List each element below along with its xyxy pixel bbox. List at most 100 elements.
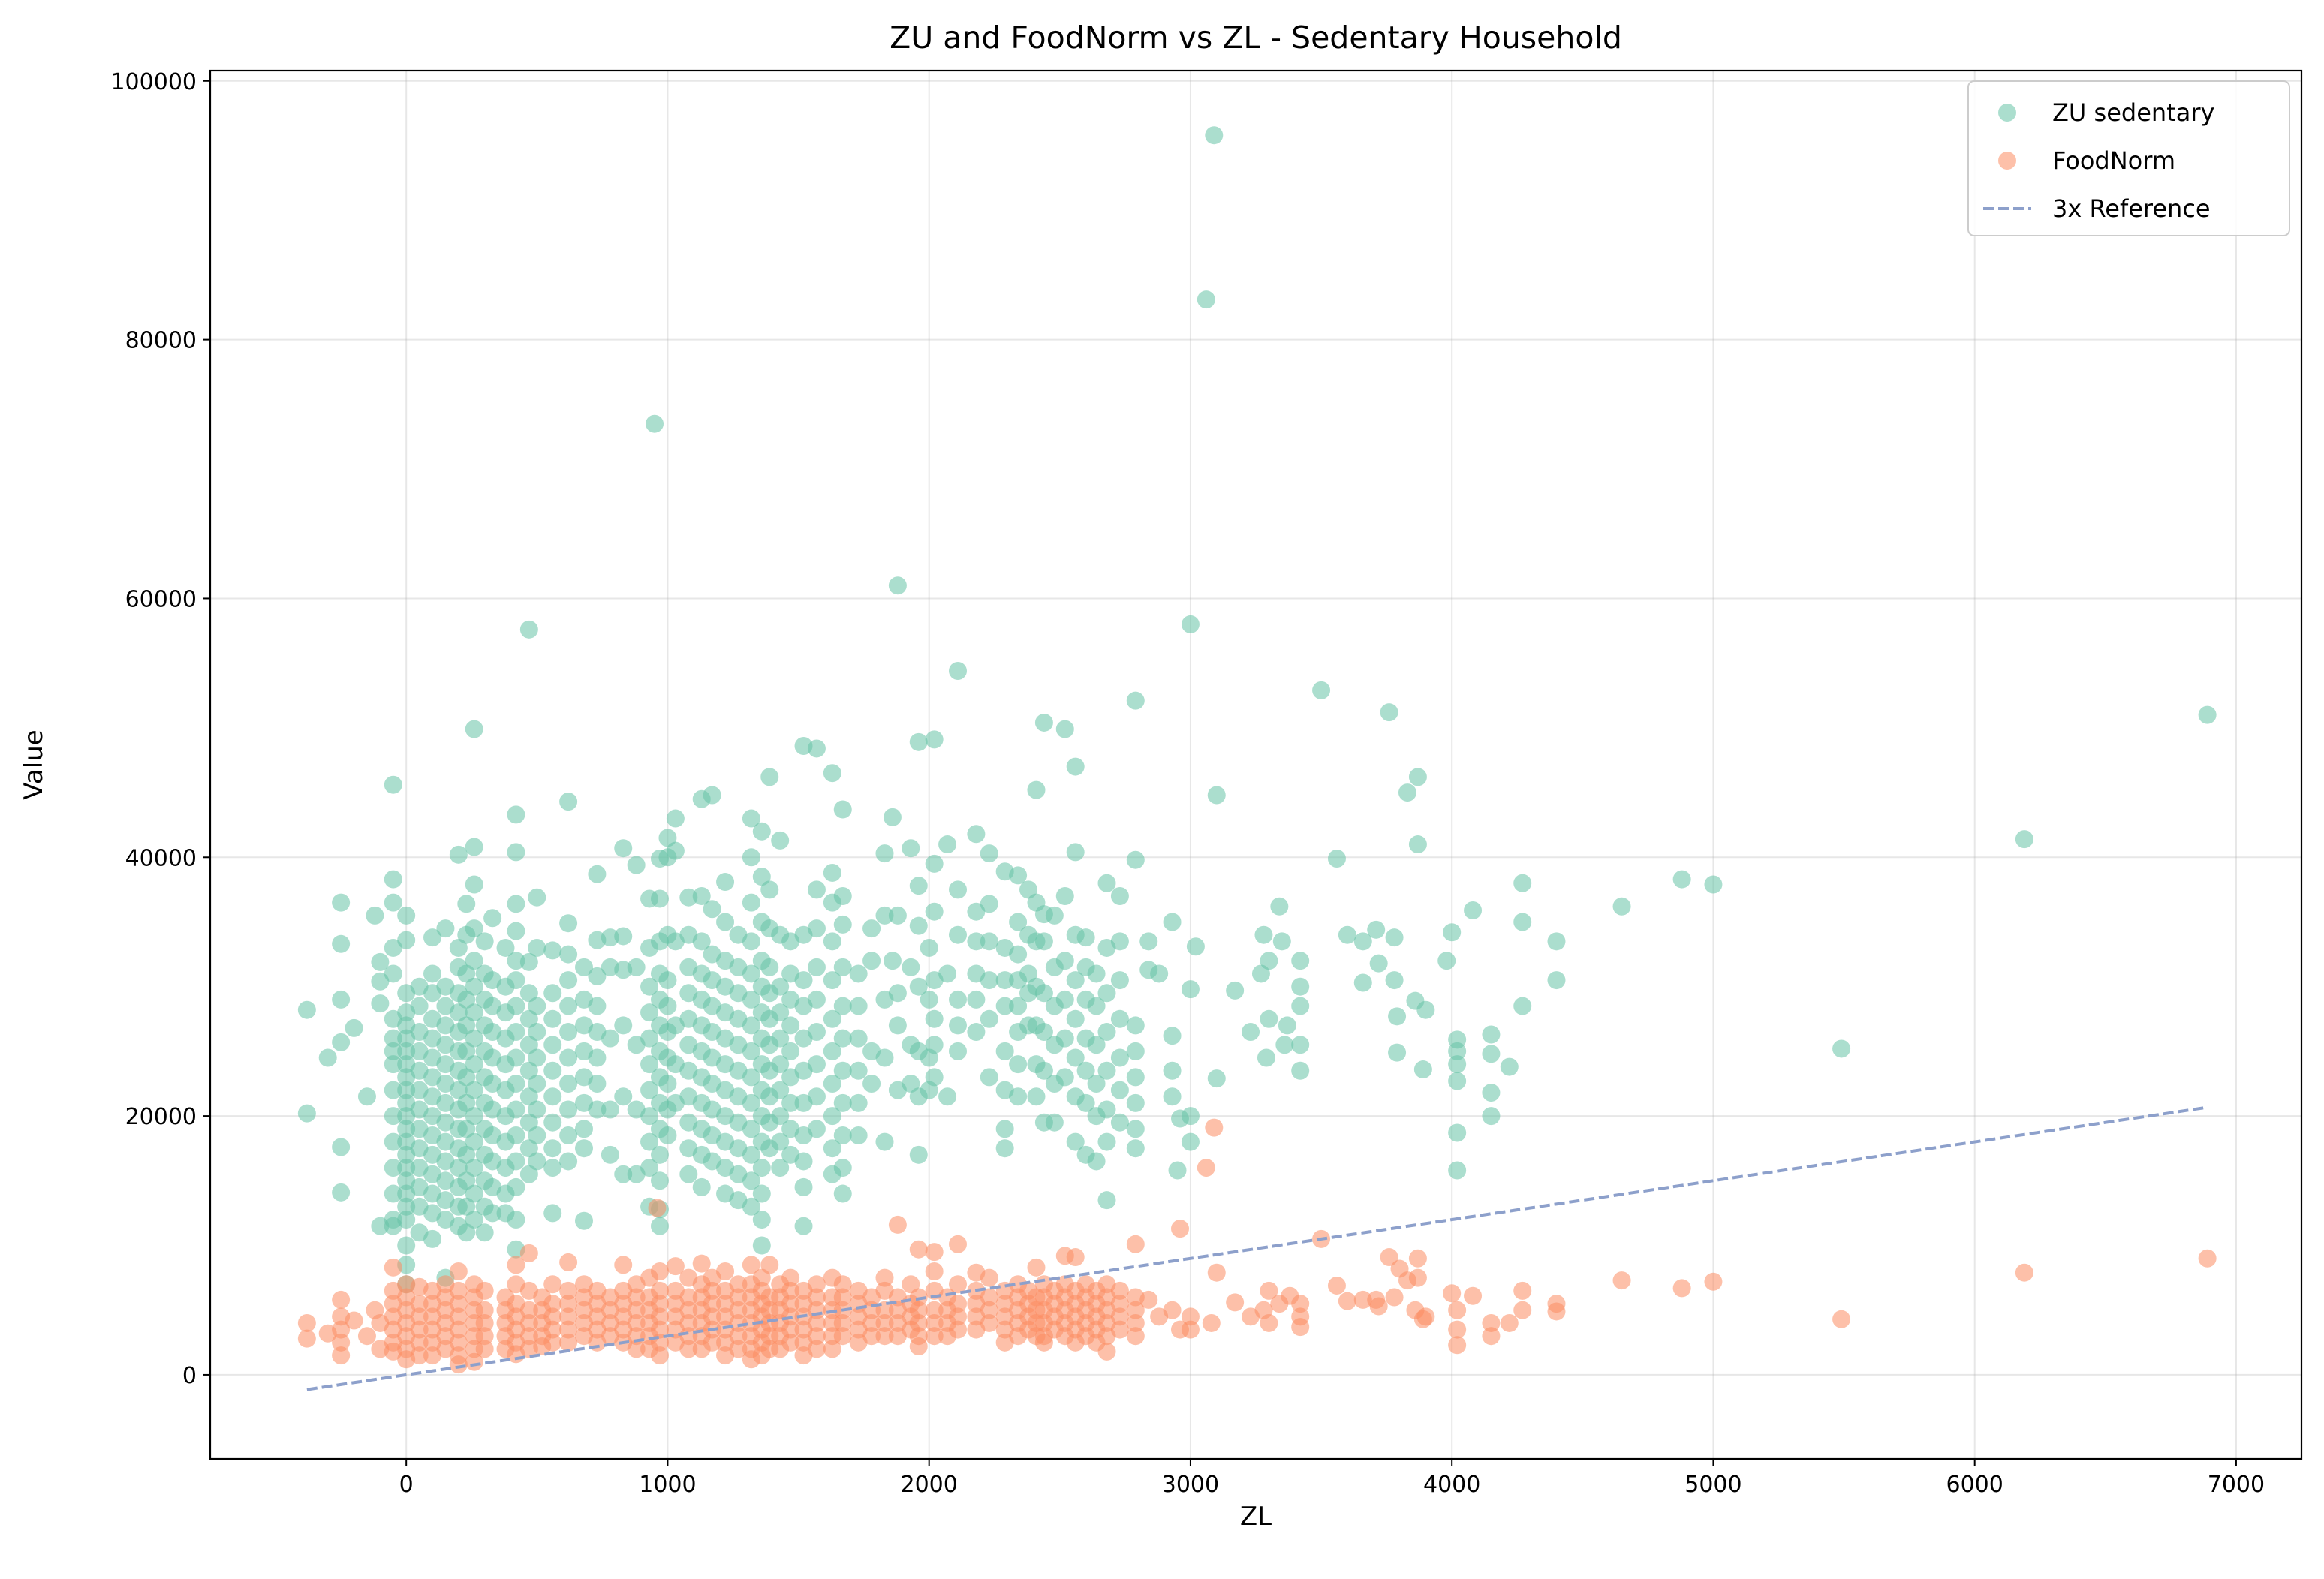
data-point [1500, 1313, 1519, 1332]
data-point [833, 1093, 852, 1112]
data-point [833, 1061, 852, 1080]
data-point [1353, 932, 1372, 951]
data-point [465, 875, 483, 894]
data-point [902, 839, 920, 858]
data-point [666, 1257, 685, 1276]
data-point [384, 1159, 402, 1177]
data-point [465, 1055, 483, 1074]
data-point [543, 1159, 562, 1177]
plot-frame [209, 69, 2303, 1460]
data-point [410, 1295, 429, 1313]
data-point [771, 1132, 790, 1151]
data-point [519, 1061, 538, 1080]
data-point [1672, 1279, 1691, 1298]
data-point [1163, 1061, 1182, 1080]
data-point [507, 971, 525, 990]
data-point [781, 1268, 800, 1287]
data-point [980, 1288, 998, 1307]
data-point [519, 620, 538, 639]
data-point [1126, 691, 1145, 710]
y-tick-label: 60000 [125, 586, 197, 612]
data-point [742, 809, 760, 828]
data-point [1207, 1069, 1226, 1088]
data-point [909, 1145, 928, 1164]
data-point [807, 958, 826, 976]
data-point [833, 958, 852, 976]
data-point [449, 1003, 468, 1022]
data-point [703, 1333, 721, 1352]
data-point [332, 1138, 351, 1156]
data-point [875, 844, 894, 863]
data-point [807, 990, 826, 1009]
data-point [833, 1184, 852, 1203]
data-point [925, 1068, 944, 1087]
data-point [1126, 1068, 1145, 1087]
data-point [862, 919, 881, 938]
data-point [465, 1184, 483, 1203]
data-point [1009, 1055, 1028, 1074]
data-point [543, 1307, 562, 1326]
legend-label: FoodNorm [2052, 146, 2175, 175]
data-point [2198, 1249, 2217, 1268]
data-point [807, 739, 826, 758]
data-point [543, 1320, 562, 1339]
data-point [1097, 1132, 1116, 1151]
data-point [849, 1093, 868, 1112]
data-point [1251, 964, 1270, 983]
data-point [627, 1288, 646, 1307]
data-point [742, 893, 760, 912]
data-point [833, 800, 852, 819]
data-point [1448, 1161, 1467, 1180]
data-point [528, 888, 546, 907]
data-point [729, 1275, 748, 1294]
data-point [980, 1068, 998, 1087]
data-point [507, 805, 525, 824]
data-point [519, 1036, 538, 1054]
data-point [588, 865, 607, 883]
data-point [588, 1100, 607, 1119]
data-point [1448, 1123, 1467, 1142]
data-point [1500, 1057, 1519, 1076]
data-point [640, 1081, 659, 1099]
data-point [742, 1093, 760, 1112]
data-point [457, 1223, 476, 1242]
data-point [967, 990, 986, 1009]
data-point [807, 1120, 826, 1138]
legend-label: ZU sedentary [2052, 98, 2214, 127]
data-point [742, 1197, 760, 1216]
data-point [771, 1029, 790, 1048]
data-point [794, 1177, 813, 1196]
data-point [794, 971, 813, 990]
data-point [925, 1301, 944, 1319]
data-point [1150, 964, 1169, 983]
data-point [559, 945, 578, 964]
data-point [948, 1016, 967, 1035]
data-point [457, 1145, 476, 1164]
legend-marker [1998, 104, 2016, 122]
data-point [640, 1132, 659, 1151]
data-point [457, 964, 476, 983]
data-point [1163, 913, 1182, 931]
data-point [862, 1327, 881, 1346]
data-point [794, 1152, 813, 1171]
data-point [948, 990, 967, 1009]
data-point [1369, 954, 1388, 973]
data-point [423, 928, 442, 947]
data-point [1353, 973, 1372, 992]
data-point [771, 1107, 790, 1126]
data-point [771, 1055, 790, 1074]
data-point [823, 1340, 841, 1358]
data-point [384, 775, 402, 794]
data-point [1027, 1087, 1046, 1106]
data-point [457, 1068, 476, 1087]
data-point [559, 1075, 578, 1093]
data-point [742, 990, 760, 1009]
data-point [909, 732, 928, 751]
data-point [332, 893, 351, 912]
data-point [465, 838, 483, 856]
data-point [650, 1281, 669, 1300]
data-point [1380, 1248, 1398, 1267]
data-point [902, 1275, 920, 1294]
data-point [925, 730, 944, 749]
data-point [1408, 1268, 1427, 1287]
